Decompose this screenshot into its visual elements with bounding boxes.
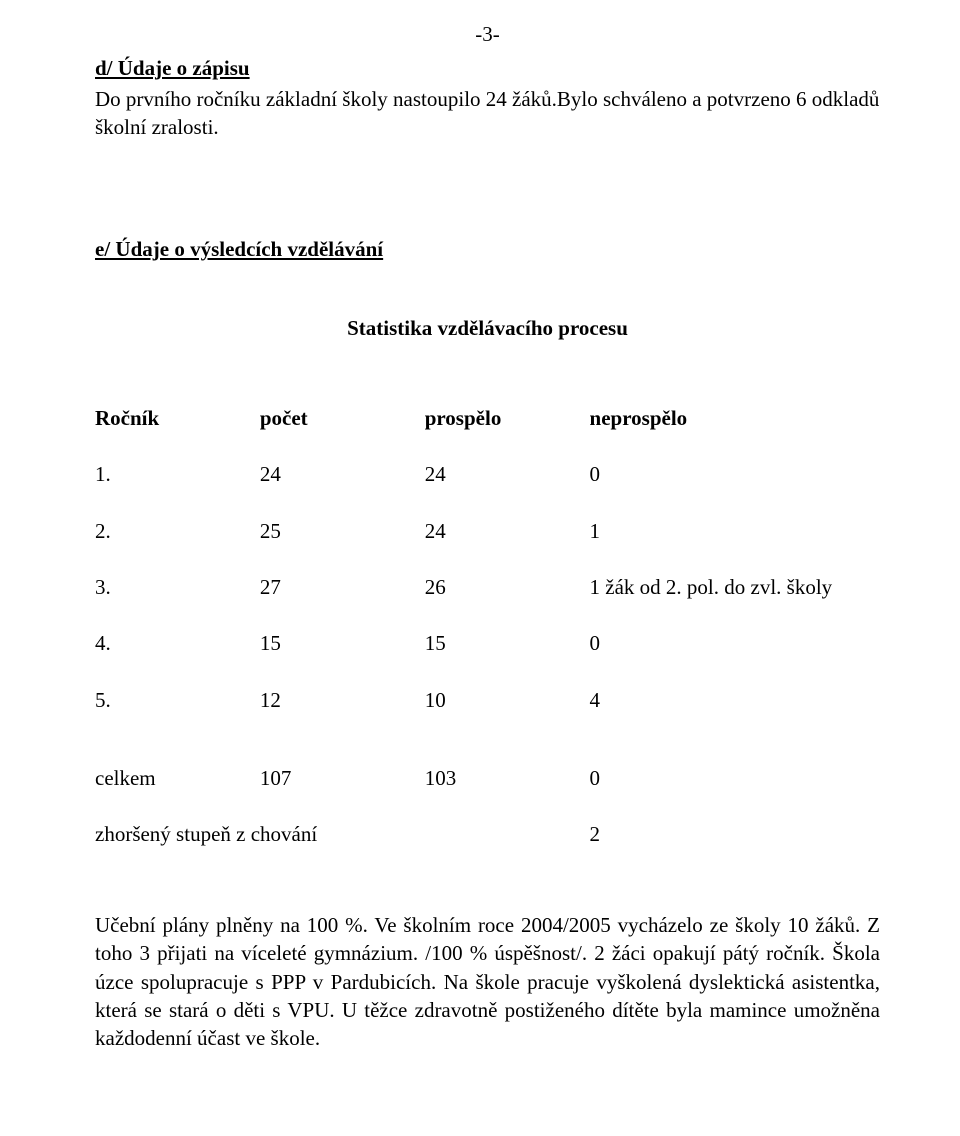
cell-pocet: 27 — [260, 559, 425, 615]
table-row: 5. 12 10 4 — [95, 672, 880, 728]
cell-total-pocet: 107 — [260, 750, 425, 806]
totals-table: celkem 107 103 0 zhoršený stupeň z chová… — [95, 750, 880, 863]
cell-behavior-label: zhoršený stupeň z chování — [95, 806, 590, 862]
cell-prospelo: 10 — [425, 672, 590, 728]
cell-pocet: 12 — [260, 672, 425, 728]
table-row-behavior: zhoršený stupeň z chování 2 — [95, 806, 880, 862]
cell-rocnik: 2. — [95, 503, 260, 559]
cell-pocet: 15 — [260, 615, 425, 671]
th-rocnik: Ročník — [95, 390, 260, 446]
cell-neprospelo: 1 — [590, 503, 880, 559]
cell-pocet: 24 — [260, 446, 425, 502]
table-header-row: Ročník počet prospělo neprospělo — [95, 390, 880, 446]
cell-prospelo: 15 — [425, 615, 590, 671]
section-e-subtitle: Statistika vzdělávacího procesu — [95, 314, 880, 342]
table-row: 3. 27 26 1 žák od 2. pol. do zvl. školy — [95, 559, 880, 615]
cell-total-prospelo: 103 — [425, 750, 590, 806]
cell-total-neprospelo: 0 — [590, 750, 880, 806]
section-e-paragraph: Učební plány plněny na 100 %. Ve školním… — [95, 911, 880, 1053]
stats-table: Ročník počet prospělo neprospělo 1. 24 2… — [95, 390, 880, 728]
section-d-heading: d/ Údaje o zápisu — [95, 54, 880, 82]
table-row-total: celkem 107 103 0 — [95, 750, 880, 806]
cell-rocnik: 4. — [95, 615, 260, 671]
section-d-paragraph: Do prvního ročníku základní školy nastou… — [95, 85, 880, 142]
table-row: 2. 25 24 1 — [95, 503, 880, 559]
table-row: 1. 24 24 0 — [95, 446, 880, 502]
th-pocet: počet — [260, 390, 425, 446]
cell-neprospelo: 0 — [590, 446, 880, 502]
section-e-heading: e/ Údaje o výsledcích vzdělávání — [95, 235, 880, 263]
cell-prospelo: 26 — [425, 559, 590, 615]
cell-neprospelo: 1 žák od 2. pol. do zvl. školy — [590, 559, 880, 615]
table-row: 4. 15 15 0 — [95, 615, 880, 671]
cell-prospelo: 24 — [425, 503, 590, 559]
cell-rocnik: 5. — [95, 672, 260, 728]
cell-neprospelo: 0 — [590, 615, 880, 671]
cell-prospelo: 24 — [425, 446, 590, 502]
th-prospelo: prospělo — [425, 390, 590, 446]
cell-behavior-value: 2 — [590, 806, 880, 862]
cell-pocet: 25 — [260, 503, 425, 559]
page-number: -3- — [95, 20, 880, 48]
cell-rocnik: 1. — [95, 446, 260, 502]
th-neprospelo: neprospělo — [590, 390, 880, 446]
cell-neprospelo: 4 — [590, 672, 880, 728]
cell-total-label: celkem — [95, 750, 260, 806]
cell-rocnik: 3. — [95, 559, 260, 615]
